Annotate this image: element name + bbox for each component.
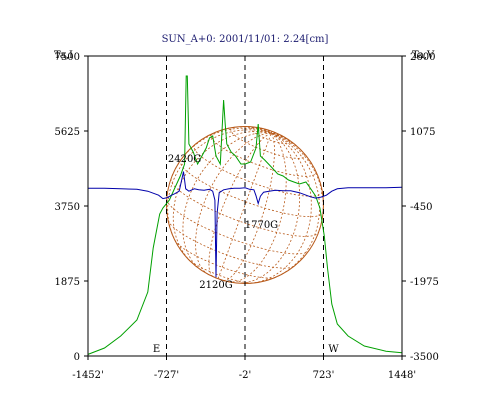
left-tick-label: 5625 [55, 127, 80, 138]
left-axis-label: Ta,I [54, 50, 73, 61]
annotations: E W 2420G 2120G 1770G [153, 154, 340, 355]
right-tick-label: 2600 [410, 52, 435, 63]
series-group [87, 75, 403, 355]
x-tick-label: -2' [239, 370, 252, 381]
polarization-series-line [88, 171, 403, 278]
field-strength-annotation: 1770G [245, 220, 278, 231]
longitude-line [182, 132, 272, 271]
longitude-line [217, 132, 272, 279]
left-tick-label: 0 [74, 352, 80, 363]
left-tick-label: 3750 [55, 202, 80, 213]
latitude-line [166, 199, 309, 255]
latitude-line [174, 239, 277, 279]
x-tick-label: 723' [313, 370, 335, 381]
longitude-line [271, 132, 280, 135]
longitude-line [223, 132, 275, 281]
latitude-line [250, 127, 290, 144]
longitude-line [236, 132, 301, 284]
intensity-series-line [87, 75, 403, 355]
right-tick-label: 1075 [410, 127, 435, 138]
west-limb-label: W [328, 344, 339, 355]
longitude-line [271, 132, 276, 134]
longitude-line [228, 132, 287, 283]
longitude-line [271, 132, 324, 230]
longitude-line [267, 129, 272, 134]
east-limb-label: E [153, 344, 160, 355]
longitude-line [167, 129, 272, 242]
left-tick-label: 1875 [55, 277, 80, 288]
longitude-line [271, 132, 297, 146]
latitude-line [180, 159, 324, 218]
x-tick-label: -1452' [72, 370, 104, 381]
chart-title: SUN_A+0: 2001/11/01: 2.24[cm] [162, 34, 329, 45]
right-tick-label: -1975 [410, 277, 439, 288]
longitude-line [172, 130, 272, 262]
reference-lines [166, 56, 324, 356]
field-strength-annotation: 2120G [199, 280, 232, 291]
solar-disk-grid [166, 126, 324, 284]
tick-labels: -1452' -727' -2' 723' 1448' 7500 5625 3750 1875 0… [55, 52, 439, 381]
longitude-line [220, 126, 272, 134]
left-tick-label: 7500 [55, 52, 80, 63]
x-tick-label: -727' [154, 370, 179, 381]
field-strength-annotation: 2420G [168, 154, 201, 165]
longitude-line [271, 132, 313, 165]
longitude-line [195, 132, 272, 275]
right-tick-label: -450 [410, 202, 432, 213]
longitude-line [208, 132, 272, 277]
x-tick-label: 1448' [388, 370, 416, 381]
longitude-line [250, 132, 312, 284]
right-axis-label: Ta,V [412, 50, 435, 61]
longitude-line [263, 128, 272, 134]
right-tick-label: -3500 [410, 352, 439, 363]
